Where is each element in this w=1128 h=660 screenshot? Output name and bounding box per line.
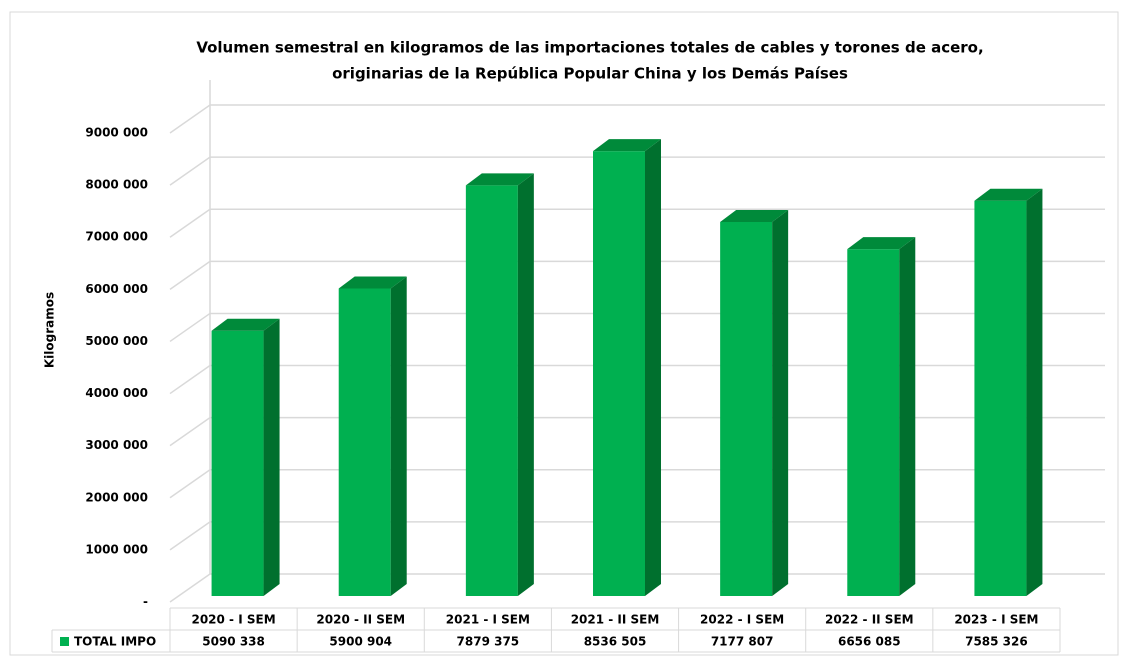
bar-front xyxy=(593,151,645,596)
y-tick-label: 8000 000 xyxy=(85,178,148,192)
legend-label: TOTAL IMPO xyxy=(74,635,156,649)
bar-top xyxy=(465,173,534,186)
y-axis-label: Kilogramos xyxy=(43,292,57,368)
bar-front xyxy=(465,185,518,596)
bar-side xyxy=(517,173,534,596)
bar xyxy=(974,188,1043,597)
data-label: 7585 326 xyxy=(965,635,1028,649)
data-label: 7177 807 xyxy=(711,635,774,649)
x-tick-label: 2022 - I SEM xyxy=(700,613,784,627)
y-tick-label: - xyxy=(143,595,148,609)
bar xyxy=(338,276,407,596)
x-tick-label: 2021 - II SEM xyxy=(571,613,660,627)
x-tick-label: 2023 - I SEM xyxy=(954,613,1038,627)
bar-top xyxy=(974,188,1043,201)
bar-top xyxy=(593,139,661,152)
y-tick-label: 5000 000 xyxy=(85,334,148,348)
bar-side xyxy=(645,139,661,596)
bar-side xyxy=(390,276,407,596)
data-label: 7879 375 xyxy=(457,635,520,649)
bars xyxy=(211,139,1043,597)
x-tick-label: 2020 - I SEM xyxy=(191,613,275,627)
y-tick-label: 2000 000 xyxy=(85,490,148,504)
data-label: 5090 338 xyxy=(202,635,265,649)
bar-front xyxy=(720,221,773,597)
y-tick-label: 4000 000 xyxy=(85,386,148,400)
legend-swatch xyxy=(60,637,69,646)
bar-front xyxy=(338,288,391,596)
bar-front xyxy=(211,330,264,596)
grid: - 1000 000 2000 000 3000 000 4000 000 5000 00… xyxy=(85,80,1105,609)
bar xyxy=(720,209,789,597)
x-tick-label: 2021 - I SEM xyxy=(446,613,530,627)
y-tick-label: 1000 000 xyxy=(85,542,148,556)
bar-top xyxy=(338,276,407,289)
bar-front xyxy=(847,249,900,596)
data-table: 2020 - I SEM 2020 - II SEM 2021 - I SEM 202… xyxy=(51,607,1061,653)
y-tick-label: 3000 000 xyxy=(85,438,148,452)
chart-title: Volumen semestral en kilogramos de las i… xyxy=(196,39,983,57)
y-tick-label: 7000 000 xyxy=(85,230,148,244)
chart-frame xyxy=(9,11,1119,656)
chart-title: originarias de la República Popular Chin… xyxy=(332,65,848,83)
bar-side xyxy=(772,209,789,597)
y-tick-label: 9000 000 xyxy=(85,126,148,140)
y-tick-label: 6000 000 xyxy=(85,282,148,296)
bar xyxy=(593,139,661,596)
data-label: 8536 505 xyxy=(584,635,647,649)
bar-side xyxy=(263,318,280,596)
x-tick-label: 2020 - II SEM xyxy=(316,613,405,627)
bar-side xyxy=(1026,188,1043,597)
bar-top xyxy=(211,318,280,331)
data-label: 5900 904 xyxy=(329,635,392,649)
bar-side xyxy=(899,237,916,596)
bar xyxy=(211,318,280,596)
bar-front xyxy=(974,200,1027,597)
data-label: 6656 085 xyxy=(838,635,901,649)
bar xyxy=(465,173,534,596)
x-tick-label: 2022 - II SEM xyxy=(825,613,914,627)
bar xyxy=(847,237,916,596)
bar-top xyxy=(847,237,916,250)
bar-top xyxy=(720,209,789,222)
table-borders xyxy=(51,607,1060,653)
